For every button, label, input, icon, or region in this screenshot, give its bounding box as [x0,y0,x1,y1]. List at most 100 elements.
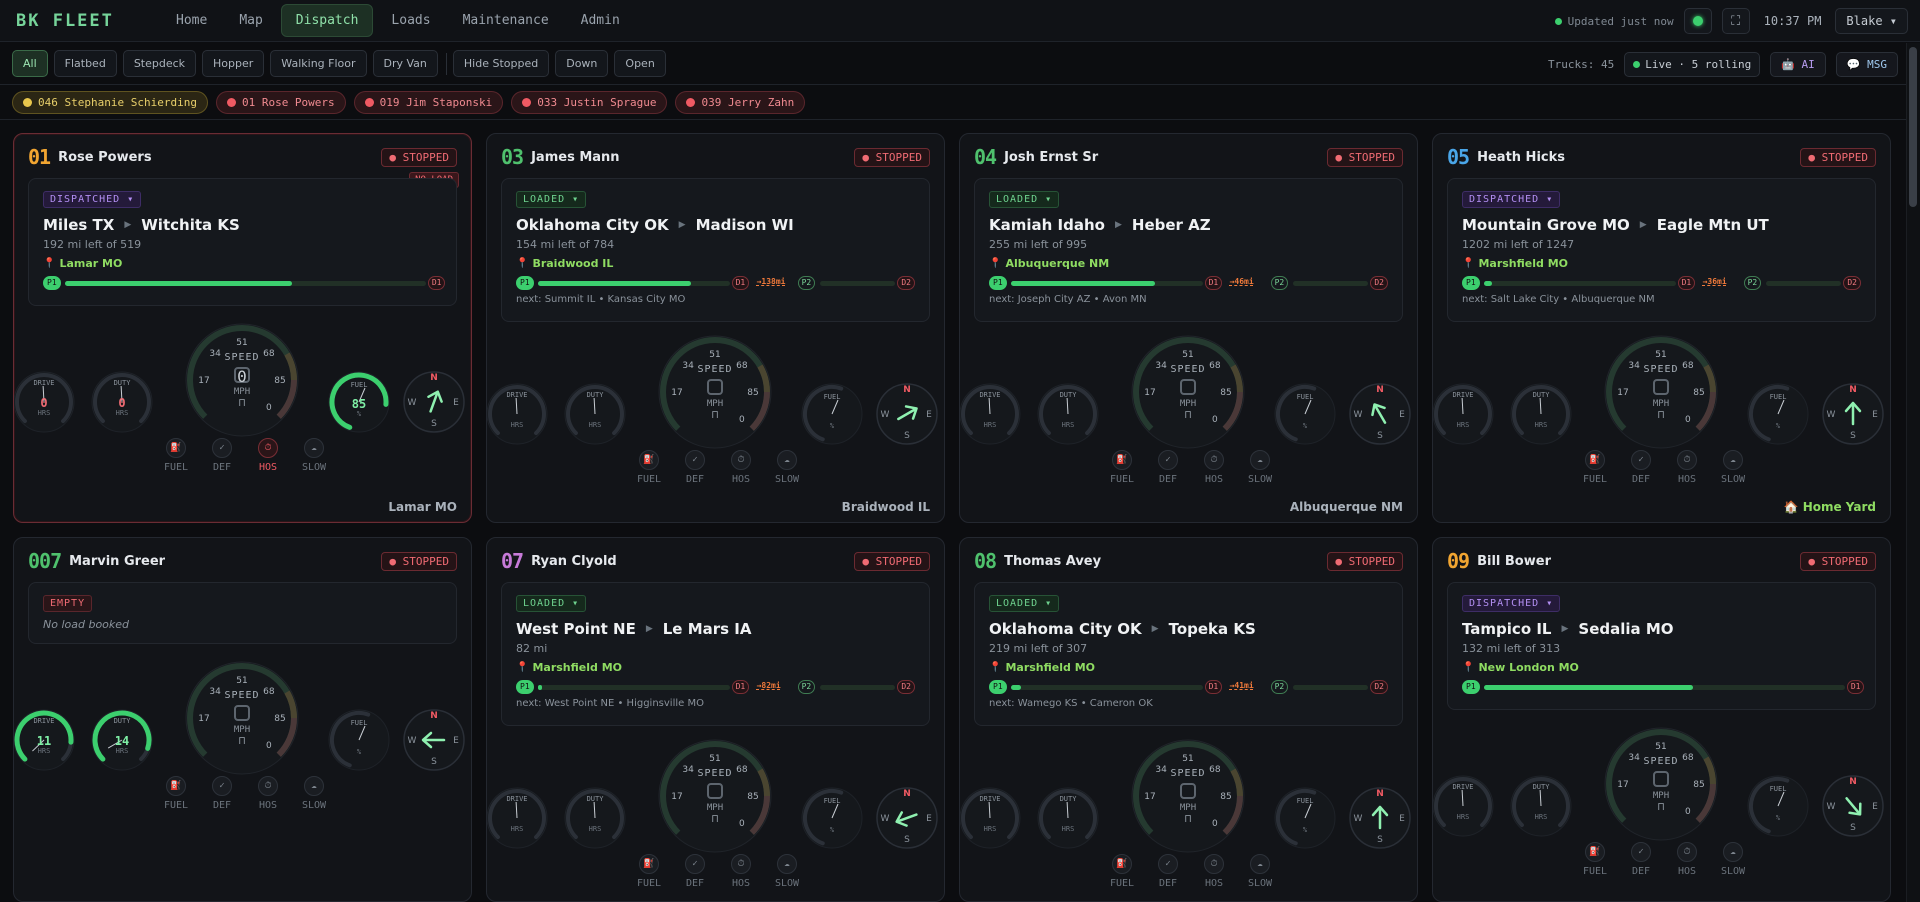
alarm-def[interactable]: ✓ DEF [681,450,709,485]
alarm-fuel[interactable]: ⛽ FUEL [1581,842,1609,877]
filter-all[interactable]: All [12,50,48,77]
live-dot-icon [1692,16,1703,26]
driver-name[interactable]: Thomas Avey [1004,553,1102,569]
alarm-def[interactable]: ✓ DEF [1627,842,1655,877]
driver-name[interactable]: Marvin Greer [69,553,166,569]
truck-card[interactable]: 03 James Mann ● STOPPED LOADED ▾ Oklahoma Ci… [486,133,945,523]
alarm-fuel[interactable]: ⛽ FUEL [1108,854,1136,889]
driver-name[interactable]: Ryan Clyold [531,553,617,569]
scrollbar[interactable] [1906,43,1920,902]
alarm-slow[interactable]: ☁ SLOW [773,450,801,485]
alarm-slow[interactable]: ☁ SLOW [1246,450,1274,485]
alarm-slow[interactable]: ☁ SLOW [300,776,328,811]
nav-admin[interactable]: Admin [580,13,620,28]
alarm-fuel[interactable]: ⛽ FUEL [1108,450,1136,485]
alarm-def[interactable]: ✓ DEF [681,854,709,889]
alarm-fuel[interactable]: ⛽ FUEL [635,854,663,889]
nav-map[interactable]: Map [239,13,263,28]
alarm-slow[interactable]: ☁ SLOW [1719,842,1747,877]
truck-card[interactable]: 007 Marvin Greer ● STOPPED EMPTY No load boo… [13,537,472,902]
messages-button[interactable]: 💬 MSG [1835,51,1898,77]
filter-hopper[interactable]: Hopper [202,50,265,77]
alarm-hos[interactable]: ⏱ HOS [1200,854,1228,889]
live-indicator[interactable]: Live · 5 rolling [1624,51,1761,77]
driver-name[interactable]: Heath Hicks [1477,149,1565,165]
brand-logo[interactable]: BK FLEET [16,10,114,31]
driver-name[interactable]: Bill Bower [1477,553,1551,569]
load-status-dropdown[interactable]: DISPATCHED ▾ [1462,191,1561,208]
alarm-fuel[interactable]: ⛽ FUEL [162,776,190,811]
load-status-dropdown[interactable]: DISPATCHED ▾ [1462,595,1561,612]
alarm-def[interactable]: ✓ DEF [1154,450,1182,485]
driver-name[interactable]: Rose Powers [58,149,152,165]
alarm-def[interactable]: ✓ DEF [1627,450,1655,485]
alarm-slow[interactable]: ☁ SLOW [300,438,328,473]
alarm-hos[interactable]: ⏱ HOS [254,776,282,811]
ai-button[interactable]: 🤖 AI [1770,51,1826,77]
load-panel[interactable]: EMPTY No load booked [28,582,457,644]
alarm-def[interactable]: ✓ DEF [208,438,236,473]
filter-down[interactable]: Down [555,50,609,77]
load-status-dropdown[interactable]: LOADED ▾ [516,191,587,208]
trip-progress: P1 D1 [1462,680,1865,694]
load-panel[interactable]: LOADED ▾ West Point NE ▶ Le Mars IA 82 mi 📍 Ma… [501,582,930,726]
alarm-fuel[interactable]: ⛽ FUEL [162,438,190,473]
alert-chip[interactable]: 046 Stephanie Schierding [12,91,208,114]
load-panel[interactable]: DISPATCHED ▾ Mountain Grove MO ▶ Eagle Mtn … [1447,178,1876,322]
alarm-slow[interactable]: ☁ SLOW [1246,854,1274,889]
truck-card[interactable]: 08 Thomas Avey ● STOPPED LOADED ▾ Oklahoma C… [959,537,1418,902]
nav-dispatch[interactable]: Dispatch [280,4,374,37]
filter-stepdeck[interactable]: Stepdeck [122,50,197,77]
gauge-cluster: DRIVE HRS DUTY HRS 17 34 51 68 85 0 SPEED MPH⊓ FUEL%… [1433,727,1884,841]
filter-flatbed[interactable]: Flatbed [53,50,117,77]
truck-card[interactable]: 07 Ryan Clyold ● STOPPED LOADED ▾ West Point… [486,537,945,902]
alarm-def[interactable]: ✓ DEF [1154,854,1182,889]
load-status-dropdown[interactable]: LOADED ▾ [989,191,1060,208]
alarm-label: DEF [1158,878,1178,889]
truck-card[interactable]: 04 Josh Ernst Sr ● STOPPED LOADED ▾ Kamiah I… [959,133,1418,523]
alarm-hos[interactable]: ⏱ HOS [1673,450,1701,485]
alarm-fuel[interactable]: ⛽ FUEL [1581,450,1609,485]
alert-chip[interactable]: 039 Jerry Zahn [675,91,806,114]
filter-open[interactable]: Open [614,50,666,77]
user-menu-button[interactable]: Blake ▾ [1835,8,1908,34]
alarm-slow[interactable]: ☁ SLOW [1719,450,1747,485]
alarm-hos[interactable]: ⏱ HOS [1200,450,1228,485]
nav-maintenance[interactable]: Maintenance [462,13,549,28]
alarm-hos[interactable]: ⏱ HOS [727,854,755,889]
alarm-fuel[interactable]: ⛽ FUEL [635,450,663,485]
alert-chip[interactable]: 01 Rose Powers [215,91,346,114]
alarm-slow[interactable]: ☁ SLOW [773,854,801,889]
load-panel[interactable]: LOADED ▾ Oklahoma City OK ▶ Madison WI 154 m… [501,178,930,322]
alarm-hos[interactable]: ⏱ HOS [254,438,282,473]
driver-name[interactable]: James Mann [531,149,620,165]
filter-hide-stopped[interactable]: Hide Stopped [452,50,550,77]
load-status-dropdown[interactable]: LOADED ▾ [989,595,1060,612]
load-status-dropdown[interactable]: DISPATCHED ▾ [43,191,142,208]
load-panel[interactable]: LOADED ▾ Oklahoma City OK ▶ Topeka KS 219 mi… [974,582,1403,726]
alarm-def[interactable]: ✓ DEF [208,776,236,811]
nav-home[interactable]: Home [176,13,208,28]
speed-tick-label: 68 [736,361,748,371]
load-panel[interactable]: DISPATCHED ▾ Miles TX ▶ Witchita KS 192 mi l… [28,178,457,306]
live-toggle-button[interactable] [1683,8,1712,34]
scroll-thumb[interactable] [1909,47,1917,207]
load-status-dropdown[interactable]: EMPTY [43,595,93,612]
load-panel[interactable]: DISPATCHED ▾ Tampico IL ▶ Sedalia MO 132 mi … [1447,582,1876,710]
nav-loads[interactable]: Loads [391,13,431,28]
alarm-hos[interactable]: ⏱ HOS [1673,842,1701,877]
truck-card[interactable]: 09 Bill Bower ● STOPPED DISPATCHED ▾ Tampico… [1432,537,1891,902]
load-panel[interactable]: LOADED ▾ Kamiah Idaho ▶ Heber AZ 255 mi left… [974,178,1403,322]
load-status-dropdown[interactable]: LOADED ▾ [516,595,587,612]
alert-chip[interactable]: 019 Jim Staponski [353,91,504,114]
trip-progress: P1 D1 →36mi P2 D2 [1462,276,1861,290]
filter-dry-van[interactable]: Dry Van [372,50,438,77]
truck-card[interactable]: 05 Heath Hicks ● STOPPED DISPATCHED ▾ Mounta… [1432,133,1891,523]
fullscreen-button[interactable]: ⛶ [1721,8,1750,34]
filter-walking-floor[interactable]: Walking Floor [270,50,367,77]
driver-name[interactable]: Josh Ernst Sr [1004,149,1099,165]
alarm-hos[interactable]: ⏱ HOS [727,450,755,485]
alert-chip[interactable]: 033 Justin Sprague [511,91,668,114]
next-sep: • [1090,294,1103,305]
